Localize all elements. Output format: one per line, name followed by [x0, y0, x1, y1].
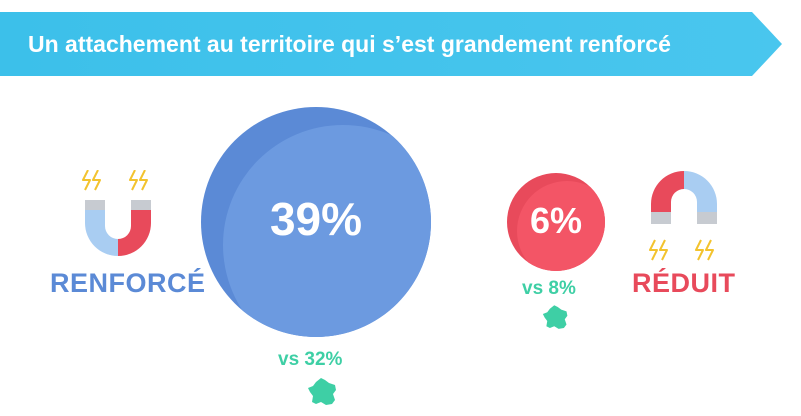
- france-map-icon: [542, 305, 568, 329]
- reduit-comparison: vs 8%: [522, 278, 576, 299]
- renforce-value: 39%: [269, 193, 363, 245]
- banner-arrow-shape: [0, 12, 782, 76]
- renforce-comparison: vs 32%: [278, 349, 343, 370]
- magnet-icon: [82, 170, 151, 256]
- renforce-circle: 39%: [201, 107, 431, 337]
- reduit-circle: 6%: [507, 173, 605, 271]
- reduit-label: RÉDUIT: [632, 268, 736, 298]
- france-map-icon: [308, 378, 336, 405]
- header-banner: Un attachement au territoire qui s’est g…: [0, 12, 782, 76]
- reduit-value: 6%: [529, 200, 583, 241]
- renforce-label: RENFORCÉ: [50, 268, 206, 298]
- magnet-icon: [649, 171, 717, 261]
- lightning-icon: [82, 170, 148, 191]
- lightning-icon: [649, 239, 714, 261]
- page-title: Un attachement au territoire qui s’est g…: [28, 31, 671, 57]
